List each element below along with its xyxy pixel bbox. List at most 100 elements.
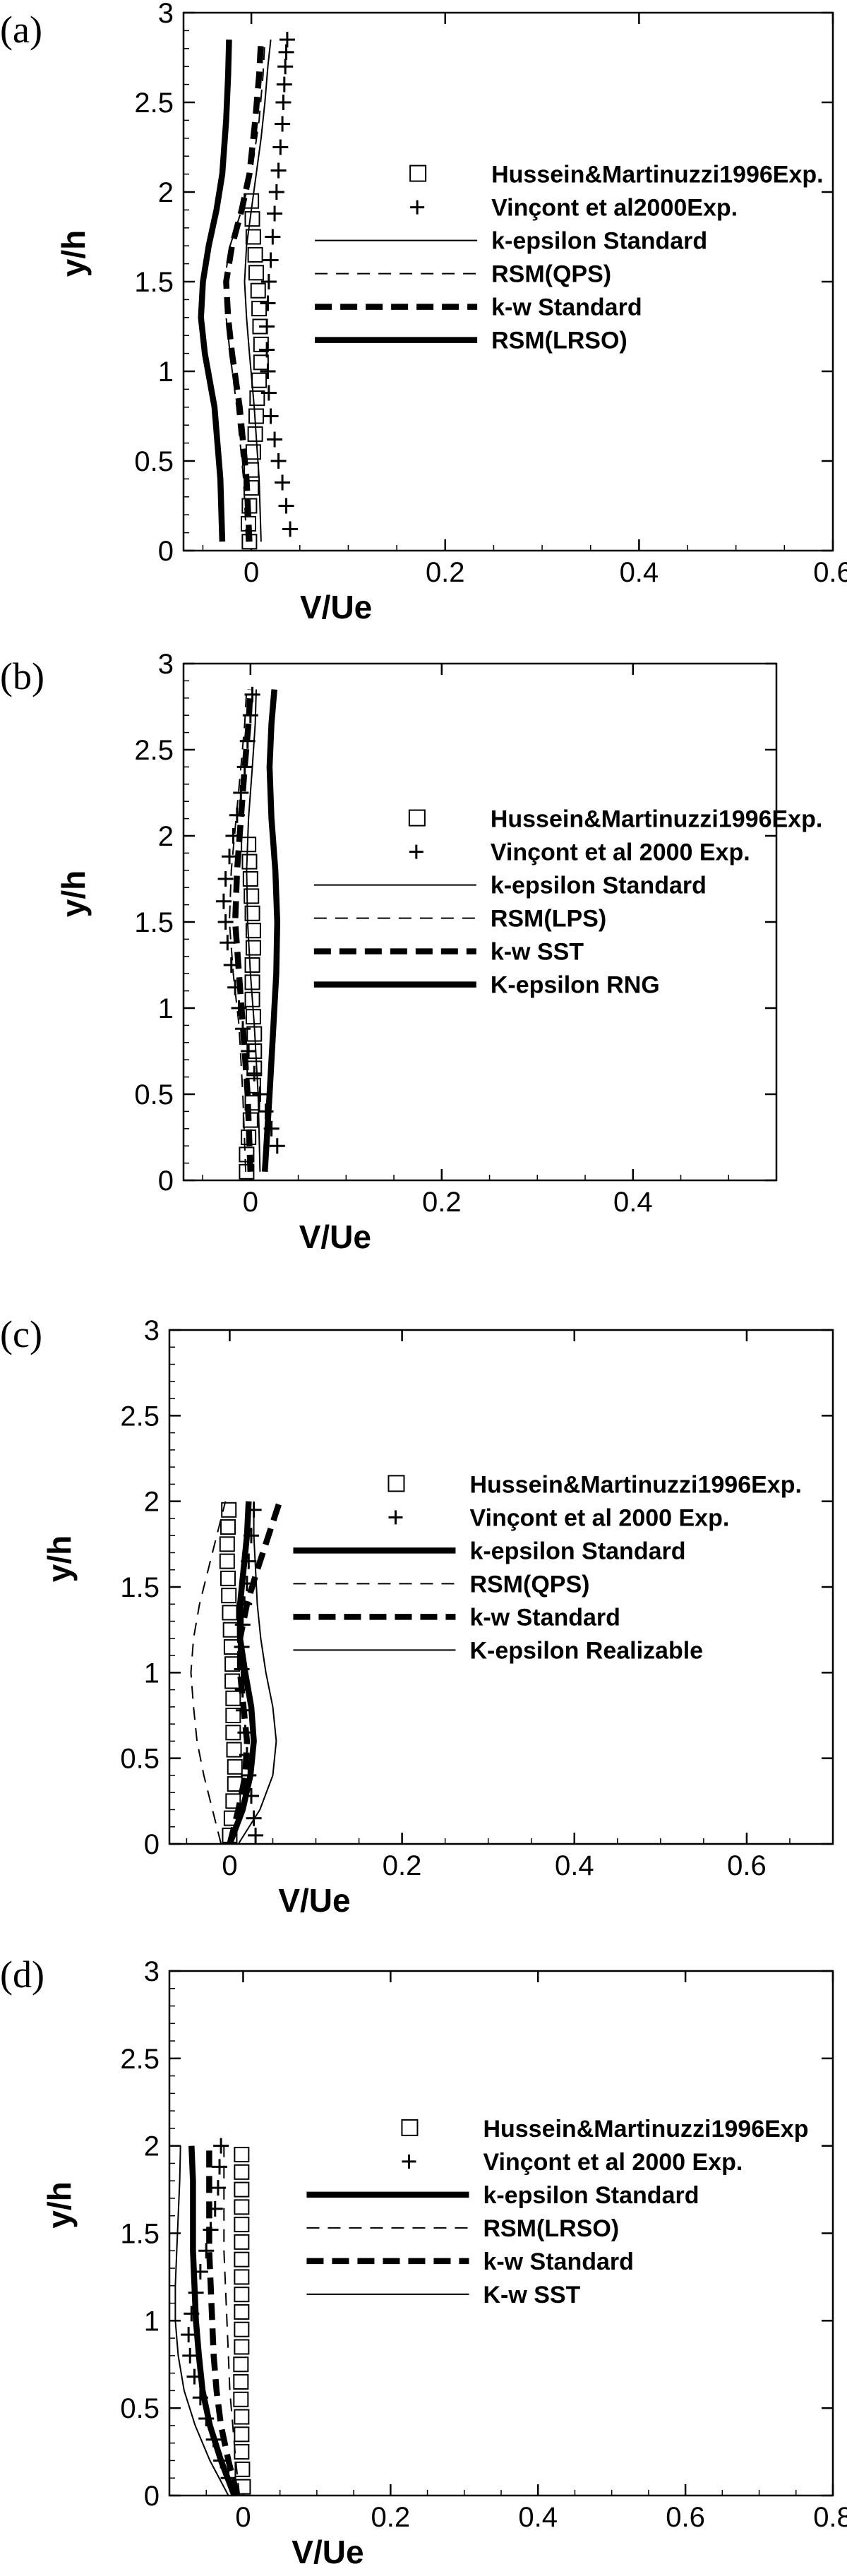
series-vin-ont-et-al2000exp-marker <box>275 474 291 491</box>
series-vin-ont-et-al2000exp-marker <box>270 453 287 469</box>
x-tick-label: 0.2 <box>426 557 465 588</box>
series-hussein-martinuzzi1996exp-marker <box>234 2269 250 2285</box>
x-tick-label: 0.2 <box>422 1187 462 1218</box>
series-hussein-martinuzzi1996exp-marker <box>244 957 260 973</box>
legend-k-epsilon-standard-label: k-epsilon Standard <box>491 228 707 255</box>
series-hussein-martinuzzi1996exp-marker <box>234 2217 250 2233</box>
series-hussein-martinuzzi1996exp-marker <box>250 282 266 299</box>
x-tick-label: 0 <box>222 1850 237 1881</box>
series-hussein-martinuzzi1996exp-marker <box>221 1502 237 1518</box>
legend-k-epsilon-standard-label: k-epsilon Standard <box>469 1538 685 1564</box>
legend-k-w-standard-label: k-w Standard <box>483 2248 633 2275</box>
series-rsm-qps-line <box>223 40 266 542</box>
legend-vin-ont-et-al-2000-exp-swatch <box>388 1510 403 1525</box>
series-hussein-martinuzzi1996exp-marker <box>241 853 258 870</box>
y-axis-title: y/h <box>55 230 92 277</box>
series-vin-ont-et-al2000exp-marker <box>260 385 277 401</box>
series-vin-ont-et-al-2000-exp-marker <box>182 2347 198 2364</box>
series-vin-ont-et-al2000exp-marker <box>260 364 276 379</box>
series-hussein-martinuzzi1996exp-marker <box>251 372 268 388</box>
legend-hussein-martinuzzi1996exp-swatch <box>408 809 426 827</box>
legend-vin-ont-et-al-2000-exp-label: Vinçont et al 2000 Exp. <box>483 2149 743 2176</box>
y-tick-label: 0 <box>158 1166 174 1197</box>
x-tick-label: 0.6 <box>727 1850 767 1881</box>
series-hussein-martinuzzi1996exp-marker <box>220 1570 236 1586</box>
series-vin-ont-et-al-2000-exp-marker <box>241 1043 257 1059</box>
series-vin-ont-et-al2000exp-marker <box>260 295 276 311</box>
series-hussein-martinuzzi1996exp-marker <box>253 354 269 371</box>
series-vin-ont-et-al-2000-exp-marker <box>252 1086 268 1102</box>
series-vin-ont-et-al2000exp-marker <box>279 32 295 48</box>
legend-k-epsilon-rng-label: K-epsilon RNG <box>491 972 660 999</box>
y-tick-label: 2 <box>158 177 174 208</box>
series-hussein-martinuzzi1996exp-marker <box>245 923 261 939</box>
legend: Hussein&Martinuzzi1996Exp. Vinçont et al … <box>293 1471 802 1664</box>
legend-vin-ont-et-al2000exp-label: Vinçont et al2000Exp. <box>491 195 738 222</box>
series-hussein-martinuzzi1996exp-marker <box>234 2304 250 2320</box>
legend-k-w-sst-label: k-w SST <box>491 939 584 966</box>
series-hussein-martinuzzi1996exp-marker <box>234 2234 250 2250</box>
x-tick-label: 0.8 <box>813 2502 847 2533</box>
series-vin-ont-et-al2000exp-marker <box>277 59 294 75</box>
y-tick-label: 0 <box>144 1829 160 1860</box>
y-tick-label: 0.5 <box>120 2393 160 2424</box>
series-vin-ont-et-al2000exp-marker <box>259 342 275 358</box>
series-hussein-martinuzzi1996exp-marker <box>241 837 257 853</box>
series-k-w-standard-line <box>223 39 265 542</box>
series-vin-ont-et-al-2000-exp-marker <box>217 871 234 887</box>
legend-rsm-lrso-label: RSM(LRSO) <box>483 2215 619 2242</box>
series-vin-ont-et-al-2000-exp-marker <box>215 893 232 909</box>
y-tick-label: 2 <box>144 1487 160 1518</box>
y-axis-title: y/h <box>41 2181 78 2228</box>
series-rsm-lrso-line <box>198 39 232 542</box>
y-tick-label: 2 <box>158 821 174 852</box>
legend-rsm-qps-label: RSM(QPS) <box>491 261 611 288</box>
panel-label: (a) <box>0 8 42 51</box>
legend-vin-ont-et-al-2000-exp-swatch <box>402 2154 416 2169</box>
x-axis-title: V/Ue <box>292 2534 364 2570</box>
series-rsm-qps-line <box>190 1501 227 1845</box>
y-tick-label: 0.5 <box>134 1079 174 1110</box>
series-vin-ont-et-al2000exp-marker <box>275 95 292 110</box>
y-tick-label: 1.5 <box>134 907 174 938</box>
series-vin-ont-et-al2000exp-marker <box>270 162 287 179</box>
series-hussein-martinuzzi1996exp-marker <box>248 265 264 281</box>
x-tick-label: 0.6 <box>666 2502 705 2533</box>
y-tick-label: 2.5 <box>134 88 174 119</box>
x-axis-title: V/Ue <box>300 589 372 625</box>
legend-hussein-martinuzzi1996exp-swatch <box>401 2119 419 2136</box>
chart-panel-1: (a) 0 0.5 1 1.5 2 2.5 3 0 0.2 0.4 0.6 V/Ue y/h Hussein… <box>0 0 847 625</box>
series-k-w-standard-line <box>206 2145 241 2497</box>
legend-k-w-standard-label: k-w Standard <box>491 294 642 321</box>
x-tick-label: 0 <box>235 2502 251 2533</box>
series-hussein-martinuzzi1996exp-marker <box>227 1759 243 1775</box>
y-tick-label: 2.5 <box>120 2044 160 2075</box>
series-hussein-martinuzzi1996exp-marker <box>244 211 260 227</box>
x-tick-label: 0 <box>243 1187 258 1218</box>
legend: Hussein&Martinuzzi1996Exp. Vinçont et al2… <box>315 162 824 354</box>
series-vin-ont-et-al-2000-exp-marker <box>220 935 236 951</box>
series-k-epsilon-standard-line <box>188 2145 237 2497</box>
legend-vin-ont-et-al-2000-exp-label: Vinçont et al 2000 Exp. <box>469 1504 729 1531</box>
x-axis-title: V/Ue <box>278 1882 350 1919</box>
series-vin-ont-et-al2000exp-marker <box>267 205 283 222</box>
series-hussein-martinuzzi1996exp-marker <box>234 2251 250 2268</box>
series-vin-ont-et-al2000exp-marker <box>267 431 283 448</box>
x-tick-label: 0.4 <box>613 1187 653 1218</box>
series-hussein-martinuzzi1996exp-marker <box>219 1536 235 1552</box>
x-tick-label: 0.4 <box>555 1850 594 1881</box>
x-tick-label: 0.6 <box>813 557 847 588</box>
y-tick-label: 2 <box>144 2131 160 2162</box>
series-vin-ont-et-al-2000-exp-marker <box>212 2159 228 2175</box>
legend-hussein-martinuzzi1996exp-label: Hussein&Martinuzzi1996Exp. <box>469 1471 801 1498</box>
series-hussein-martinuzzi1996exp-marker <box>226 1742 242 1758</box>
chart-panel-2: (b) 0 0.5 1 1.5 2 2.5 3 0 0.2 0.4 V/Ue y/h Hussein&Ma… <box>0 649 822 1255</box>
y-tick-label: 0.5 <box>134 446 174 477</box>
y-tick-label: 1 <box>158 357 174 388</box>
legend-hussein-martinuzzi1996exp-label: Hussein&Martinuzzi1996Exp. <box>491 806 822 833</box>
series-vin-ont-et-al-2000-exp-marker <box>181 2327 197 2343</box>
series-hussein-martinuzzi1996exp-marker <box>234 2426 250 2443</box>
legend-rsm-lrso-label: RSM(LRSO) <box>491 328 627 354</box>
series-vin-ont-et-al2000exp-marker <box>260 274 277 289</box>
y-tick-label: 3 <box>144 1956 160 1987</box>
